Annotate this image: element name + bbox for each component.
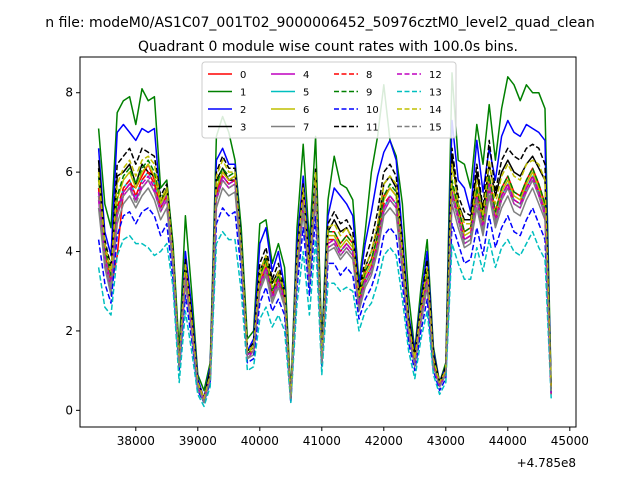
x-tick-label: 42000 (365, 434, 403, 448)
x-axis: 38000 39000 40000 41000 42000 43000 44000 45000 (117, 427, 589, 448)
chart-title: Quadrant 0 module wise count rates with … (138, 39, 518, 55)
x-tick-label: 43000 (427, 434, 465, 448)
legend-label-11: 11 (366, 123, 379, 134)
series-line-14 (97, 155, 552, 400)
legend-label-5: 5 (303, 88, 309, 99)
legend-box (201, 61, 457, 139)
legend-label-7: 7 (303, 123, 309, 134)
x-tick-label: 39000 (179, 434, 217, 448)
x-tick-label: 41000 (303, 434, 341, 448)
legend-label-9: 9 (366, 88, 372, 99)
legend-label-14: 14 (429, 105, 442, 116)
legend-label-6: 6 (303, 105, 309, 116)
x-tick-label: 45000 (551, 434, 589, 448)
y-tick-label: 4 (65, 245, 73, 259)
figure-suptitle: n file: modeM0/AS1C07_001T02_9000006452_… (45, 15, 594, 31)
plot-series (97, 72, 552, 408)
legend-label-4: 4 (303, 70, 309, 81)
y-tick-label: 8 (65, 86, 73, 100)
legend-label-0: 0 (240, 70, 246, 81)
legend-label-8: 8 (366, 70, 372, 81)
legend-label-10: 10 (366, 105, 379, 116)
y-tick-label: 2 (65, 324, 73, 338)
series-line-13 (97, 230, 552, 408)
x-offset-label: +4.785e8 (517, 456, 576, 470)
y-tick-label: 6 (65, 165, 73, 179)
plot-frame (79, 56, 577, 428)
legend-label-13: 13 (429, 88, 442, 99)
x-tick-label: 44000 (489, 434, 527, 448)
y-tick-label: 0 (65, 403, 73, 417)
legend-label-2: 2 (240, 105, 246, 116)
y-axis: 0 2 4 6 8 (65, 86, 80, 417)
legend-label-12: 12 (429, 70, 442, 81)
legend-label-3: 3 (240, 123, 246, 134)
x-tick-label: 38000 (117, 434, 155, 448)
x-tick-label: 40000 (241, 434, 279, 448)
series-line-15 (97, 179, 552, 404)
legend-label-15: 15 (429, 123, 442, 134)
legend-label-1: 1 (240, 88, 246, 99)
